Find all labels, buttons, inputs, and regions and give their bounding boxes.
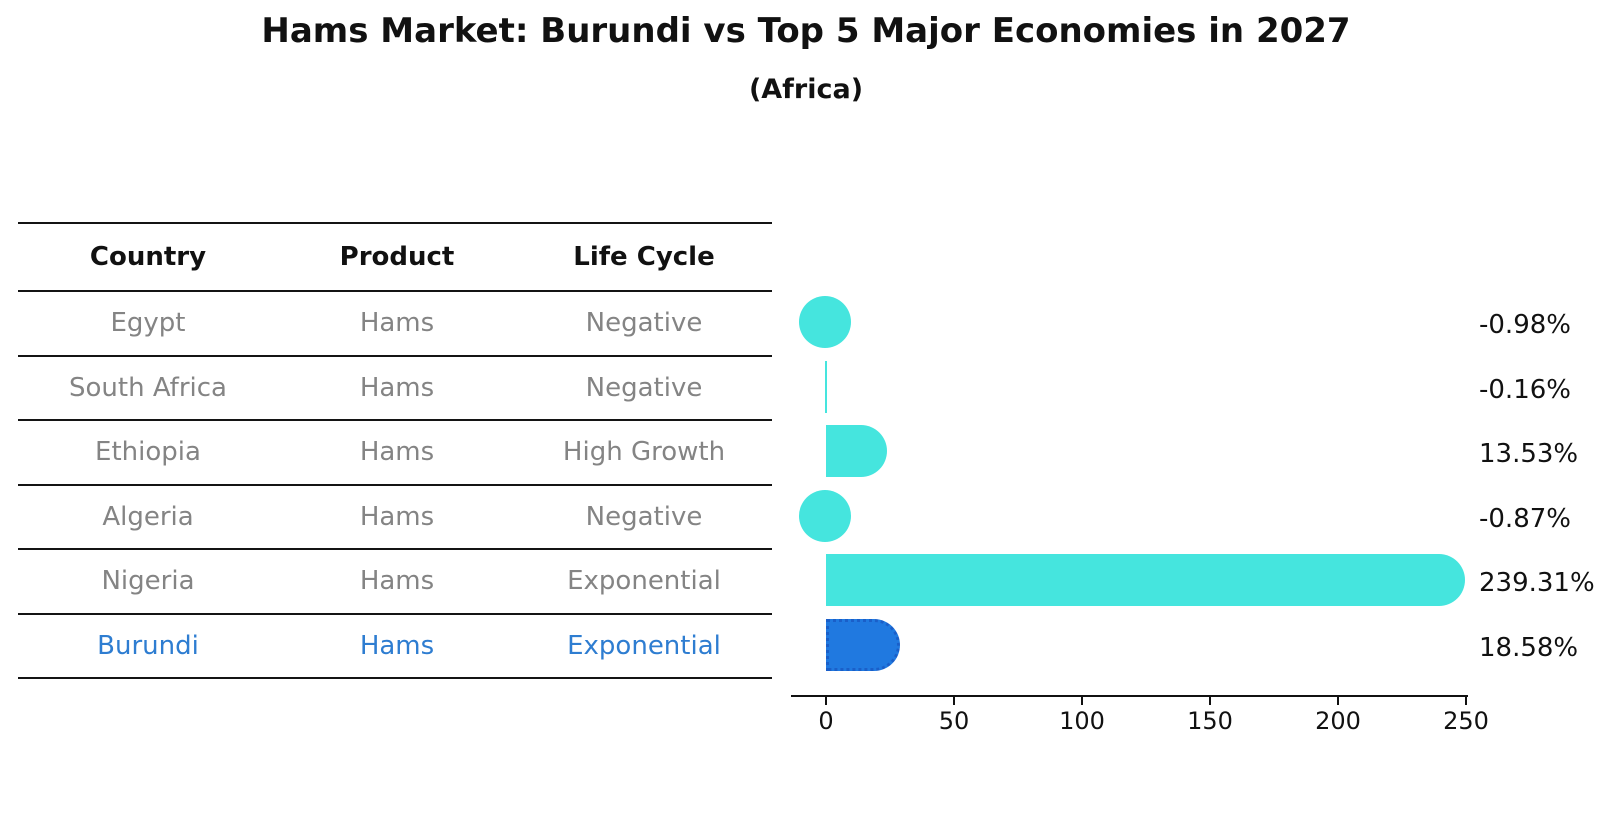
value-label-burundi: 18.58%: [1479, 632, 1579, 663]
bar-nigeria: [826, 554, 1465, 606]
bar-egypt: [798, 296, 851, 348]
table-row-south-africa: South Africa Hams Negative: [18, 354, 772, 420]
bar-south-africa: [825, 360, 827, 413]
table-cell: Ethiopia: [95, 437, 201, 468]
chart-title: Hams Market: Burundi vs Top 5 Major Econ…: [261, 11, 1351, 51]
table-cell: Negative: [585, 501, 703, 532]
x-tick-label: 200: [1315, 707, 1361, 735]
x-tick: [1081, 697, 1083, 705]
table-cell: South Africa: [69, 372, 227, 403]
table-cell: Hams: [359, 566, 435, 597]
table-cell: Hams: [359, 372, 435, 403]
table-cell: Country: [89, 242, 207, 272]
table-cell: Hams: [359, 501, 435, 532]
value-label-algeria: -0.87%: [1479, 503, 1571, 534]
x-tick: [1337, 697, 1339, 705]
table-row-header: Country Product Life Cycle: [18, 222, 772, 290]
table-row-burundi: Burundi Hams Exponential: [18, 612, 772, 679]
table-row-algeria: Algeria Hams Negative: [18, 483, 772, 549]
x-axis-line: [791, 695, 1468, 697]
table-cell: Product: [339, 242, 455, 272]
table-cell: Negative: [585, 308, 703, 339]
table-cell: Hams: [359, 308, 435, 339]
x-tick-label: 250: [1443, 707, 1489, 735]
table-row-nigeria: Nigeria Hams Exponential: [18, 548, 772, 613]
table-row-egypt: Egypt Hams Negative: [18, 290, 772, 355]
table-cell: Egypt: [110, 308, 186, 339]
x-tick: [1209, 697, 1211, 705]
value-label-ethiopia: 13.53%: [1479, 439, 1579, 469]
table-cell: Negative: [585, 372, 703, 403]
table-cell: Nigeria: [101, 566, 195, 597]
table-row-ethiopia: Ethiopia Hams High Growth: [18, 419, 772, 484]
country-table: Country Product Life Cycle Egypt Hams Negativ…: [18, 222, 772, 679]
x-tick: [953, 697, 955, 705]
bar-burundi: [826, 618, 900, 671]
x-tick-label: 100: [1059, 707, 1105, 735]
table-cell: High Growth: [562, 437, 726, 468]
bar-algeria: [798, 489, 851, 542]
table-cell: Life Cycle: [573, 242, 715, 272]
x-tick: [1465, 697, 1467, 705]
x-tick-label: 150: [1187, 707, 1233, 735]
x-tick-label: 0: [818, 707, 834, 735]
bar-ethiopia: [826, 425, 887, 477]
value-label-nigeria: 239.31%: [1479, 568, 1595, 598]
x-tick-label: 50: [938, 707, 970, 735]
table-cell: Hams: [359, 437, 435, 468]
table-cell: Algeria: [102, 501, 194, 532]
value-label-egypt: -0.98%: [1479, 310, 1571, 340]
value-label-south-africa: -0.16%: [1479, 374, 1571, 405]
x-tick: [825, 697, 827, 705]
table-cell: Hams: [359, 630, 435, 661]
chart-subtitle: (Africa): [748, 74, 864, 105]
table-cell: Exponential: [567, 630, 721, 661]
table-cell: Burundi: [97, 630, 199, 661]
table-cell: Exponential: [567, 566, 721, 597]
